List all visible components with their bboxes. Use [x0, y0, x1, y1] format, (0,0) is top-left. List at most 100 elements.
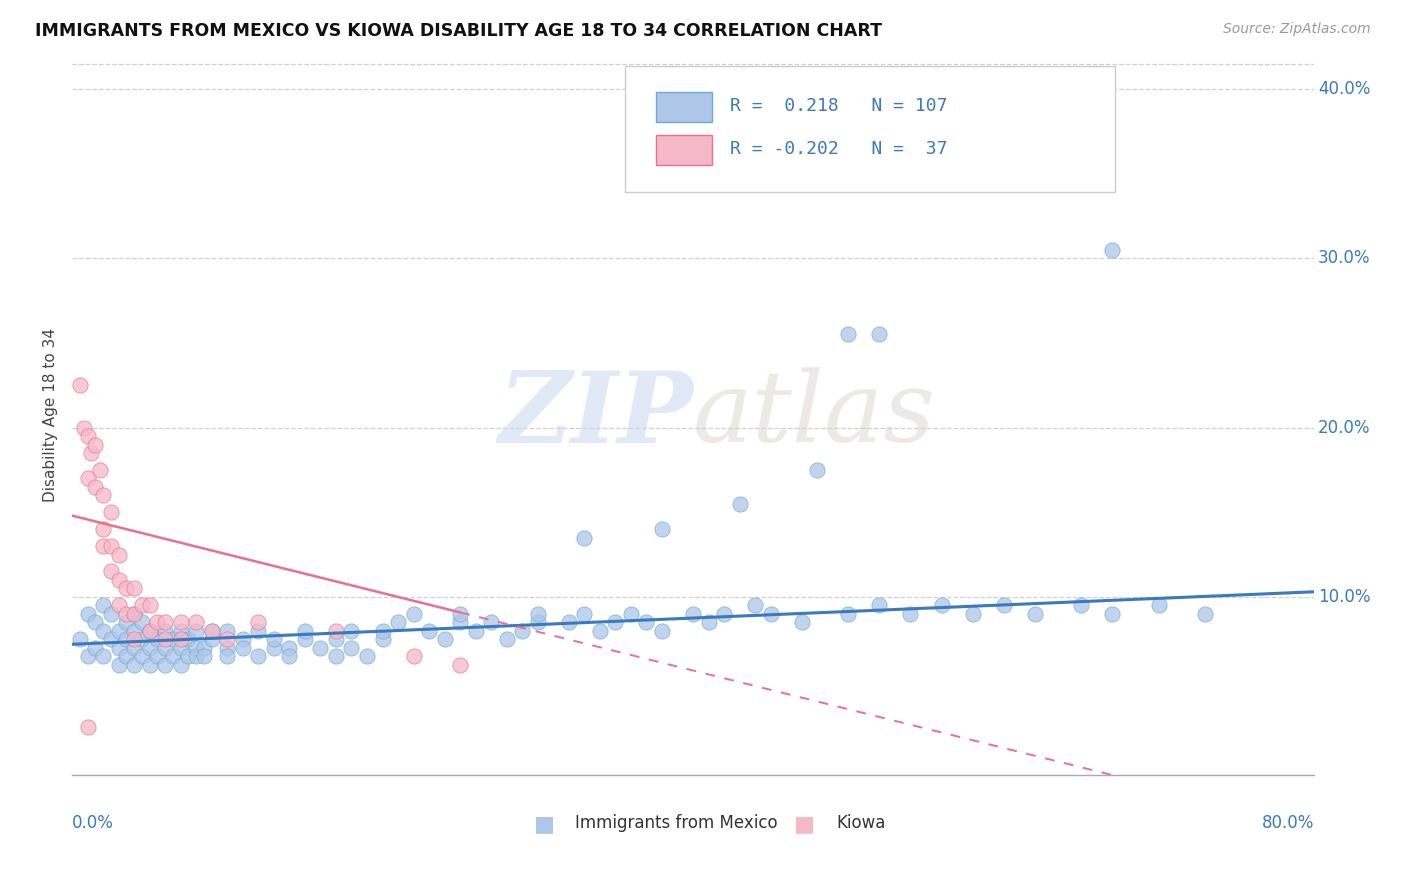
Point [759, 607, 782, 621]
Point [946, 175, 969, 189]
Point [510, 624, 533, 638]
Point [91, 539, 114, 553]
Point [1194, 607, 1216, 621]
Point [162, 632, 184, 647]
Point [589, 624, 612, 638]
Point [107, 573, 129, 587]
Point [325, 624, 347, 638]
Point [84, 615, 107, 630]
Point [418, 624, 440, 638]
Point [107, 657, 129, 672]
Point [122, 582, 145, 596]
Point [122, 624, 145, 638]
Text: R = -0.202   N =  37: R = -0.202 N = 37 [730, 140, 948, 159]
Point [309, 640, 332, 655]
Point [107, 640, 129, 655]
Text: IMMIGRANTS FROM MEXICO VS KIOWA DISABILITY AGE 18 TO 34 CORRELATION CHART: IMMIGRANTS FROM MEXICO VS KIOWA DISABILI… [35, 22, 882, 40]
Point [340, 640, 363, 655]
Point [325, 649, 347, 664]
Point [91, 624, 114, 638]
Point [107, 599, 129, 613]
Point [131, 599, 153, 613]
Point [91, 522, 114, 536]
Point [76, 607, 98, 621]
Point [138, 599, 160, 613]
Text: Immigrants from Mexico: Immigrants from Mexico [575, 814, 778, 832]
Point [122, 607, 145, 621]
Point [713, 607, 735, 621]
Point [115, 615, 138, 630]
Point [1070, 599, 1092, 613]
Point [294, 624, 316, 638]
Point [728, 497, 751, 511]
Text: Source: ZipAtlas.com: Source: ZipAtlas.com [1223, 22, 1371, 37]
Point [464, 624, 486, 638]
Point [146, 615, 169, 630]
Text: 0.0%: 0.0% [72, 814, 114, 832]
Point [138, 657, 160, 672]
Point [217, 649, 239, 664]
Point [387, 615, 409, 630]
Point [162, 649, 184, 664]
Point [402, 607, 425, 621]
Point [76, 649, 98, 664]
Point [177, 649, 200, 664]
Point [153, 615, 176, 630]
Point [931, 599, 953, 613]
FancyBboxPatch shape [624, 66, 1115, 192]
Point [402, 649, 425, 664]
Point [186, 624, 208, 638]
Text: Kiowa: Kiowa [837, 814, 886, 832]
Point [527, 615, 550, 630]
Point [138, 624, 160, 638]
Point [697, 615, 720, 630]
Point [900, 607, 922, 621]
Point [790, 615, 813, 630]
Point [100, 565, 122, 579]
Point [217, 640, 239, 655]
Point [449, 657, 471, 672]
Point [84, 640, 107, 655]
Point [107, 624, 129, 638]
Point [107, 548, 129, 562]
Point [682, 607, 704, 621]
Point [837, 607, 859, 621]
Point [217, 624, 239, 638]
Point [371, 632, 394, 647]
Point [371, 624, 394, 638]
Point [1101, 243, 1123, 257]
Point [247, 624, 270, 638]
Point [574, 531, 596, 545]
Text: ZIP: ZIP [498, 367, 693, 463]
Point [201, 624, 224, 638]
Point [620, 607, 643, 621]
Point [76, 471, 98, 485]
Point [201, 624, 224, 638]
Point [170, 640, 193, 655]
FancyBboxPatch shape [655, 135, 711, 165]
Point [122, 657, 145, 672]
Point [1147, 599, 1170, 613]
Point [186, 640, 208, 655]
Point [84, 437, 107, 451]
Point [79, 446, 101, 460]
Point [278, 640, 301, 655]
Point [91, 649, 114, 664]
Point [574, 607, 596, 621]
Point [153, 657, 176, 672]
Text: 30.0%: 30.0% [1317, 249, 1371, 268]
Point [325, 632, 347, 647]
Point [89, 463, 111, 477]
Point [201, 632, 224, 647]
Point [186, 649, 208, 664]
Point [153, 624, 176, 638]
Point [868, 599, 890, 613]
Point [806, 463, 828, 477]
Point [868, 327, 890, 342]
FancyBboxPatch shape [655, 92, 711, 122]
Point [278, 649, 301, 664]
Point [186, 615, 208, 630]
Point [217, 632, 239, 647]
Point [100, 505, 122, 519]
Point [91, 599, 114, 613]
